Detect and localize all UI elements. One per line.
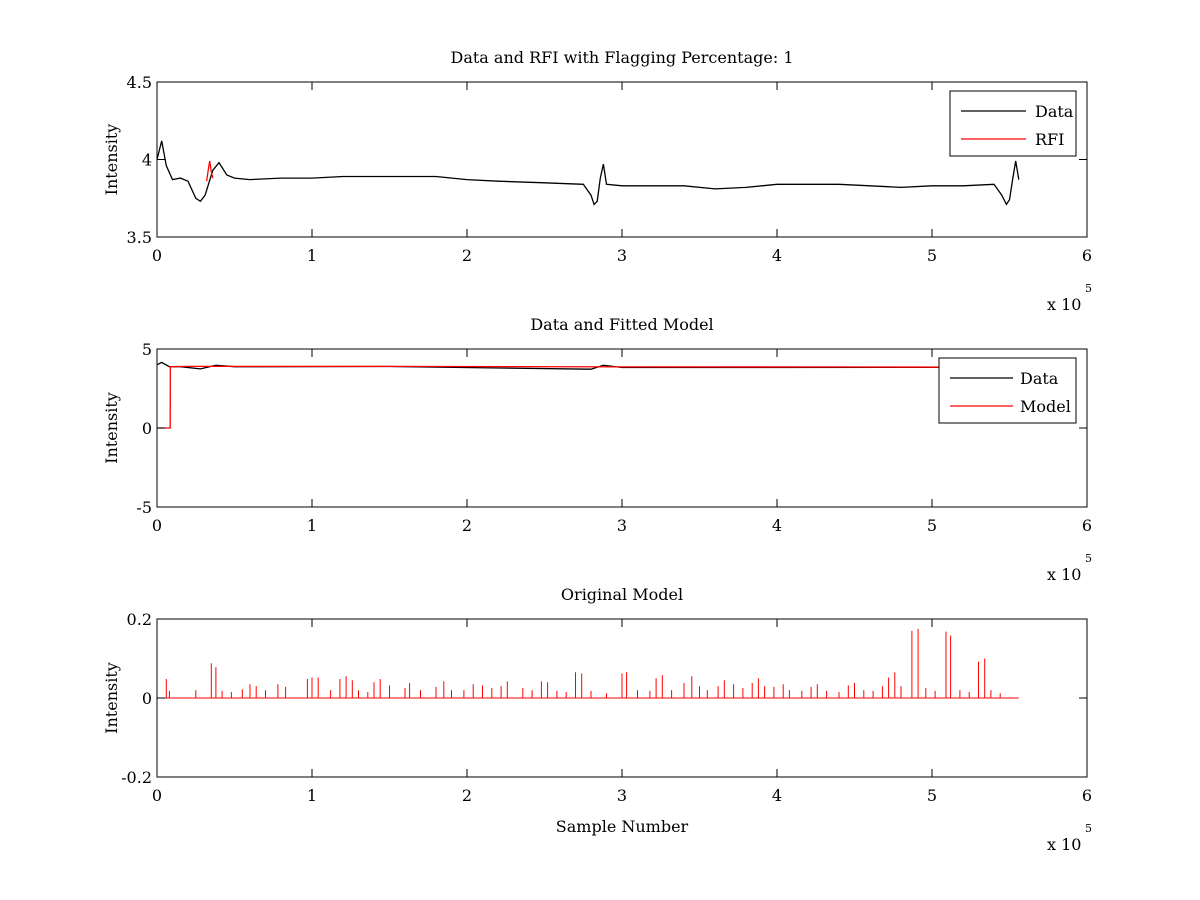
y-axis-label: Intensity [102,392,121,464]
x-exponent-label: x 10 [1047,835,1081,854]
x-tick-label: 3 [617,786,627,805]
legend: Data RFI [949,90,1077,157]
legend: Data Model [938,357,1077,424]
x-tick-label: 0 [152,786,162,805]
x-tick-label: 6 [1082,516,1092,535]
x-exponent-label: x 10 [1047,565,1081,584]
x-exponent-power: 5 [1085,552,1092,565]
y-tick-label: -5 [136,498,152,517]
x-tick-label: 6 [1082,246,1092,265]
series-line-model [157,628,1019,699]
y-tick-label: 0 [142,689,152,708]
legend-label: Model [1020,397,1071,416]
x-tick-label: 4 [772,786,782,805]
x-axis-label: Sample Number [556,817,689,836]
x-exponent-power: 5 [1085,822,1092,835]
y-tick-label: 4 [142,151,152,170]
x-tick-label: 1 [307,516,317,535]
y-tick-label: 0 [142,419,152,438]
series-line-rfi [205,160,214,182]
chart-title: Data and RFI with Flagging Percentage: 1 [450,48,793,67]
legend-label: Data [1035,102,1074,121]
y-tick-label: 4.5 [127,73,152,92]
x-tick-label: 2 [462,246,472,265]
x-tick-label: 2 [462,786,472,805]
x-tick-label: 3 [617,246,627,265]
chart-title: Data and Fitted Model [530,315,713,334]
y-tick-label: 5 [142,340,152,359]
x-exponent-power: 5 [1085,282,1092,295]
y-axis-label: Intensity [102,124,121,196]
legend-label: RFI [1035,130,1064,149]
top-axes-data-and-rfi: 0 1 2 3 4 5 6 3.5 4 4.5 x 10 5 Data and RFI with Fla… [102,48,1092,314]
legend-box [949,90,1077,157]
x-tick-label: 2 [462,516,472,535]
x-tick-label: 0 [152,246,162,265]
legend-label: Data [1020,369,1059,388]
series-line-model [157,365,1026,429]
y-axis-label: Intensity [102,662,121,734]
y-tick-label: 3.5 [127,228,152,247]
plot-area [157,140,1020,206]
axes-box [156,81,1088,238]
x-tick-label: 4 [772,516,782,535]
plot-area [157,628,1019,699]
x-tick-label: 5 [927,246,937,265]
x-tick-label: 5 [927,516,937,535]
axes-box [156,348,1088,508]
x-tick-label: 0 [152,516,162,535]
x-tick-label: 1 [307,246,317,265]
chart-title: Original Model [561,585,683,604]
x-tick-label: 4 [772,246,782,265]
legend-box [938,357,1077,424]
y-tick-label: -0.2 [121,768,152,787]
series-line-data [157,140,1020,206]
y-tick-label: 0.2 [127,610,152,629]
x-tick-label: 6 [1082,786,1092,805]
x-tick-label: 3 [617,516,627,535]
x-tick-label: 1 [307,786,317,805]
x-exponent-label: x 10 [1047,295,1081,314]
x-tick-label: 5 [927,786,937,805]
